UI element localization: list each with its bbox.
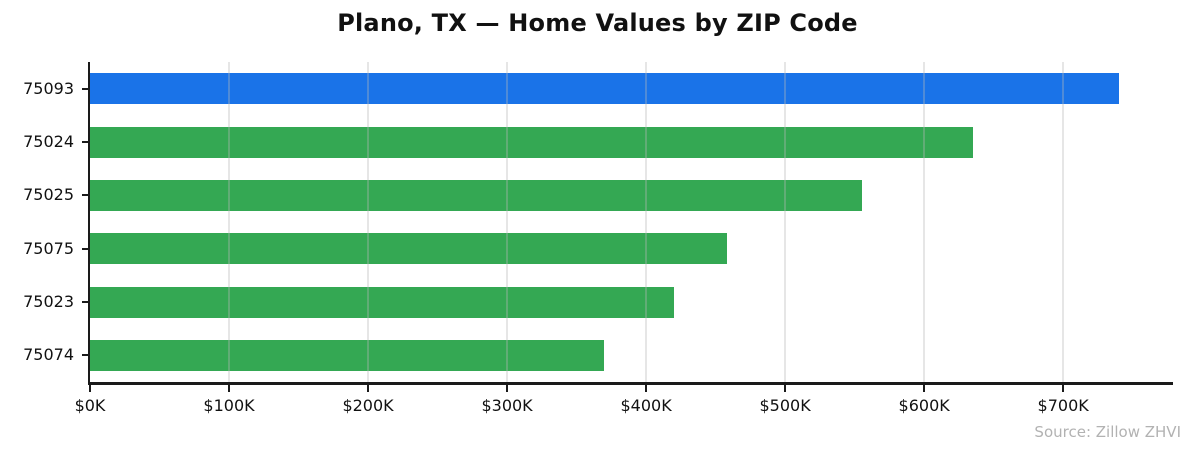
x-tick-mark bbox=[367, 385, 370, 392]
y-tick-label: 75025 bbox=[23, 185, 74, 205]
x-tick-label: $700K bbox=[1037, 396, 1089, 415]
gridline bbox=[228, 62, 231, 382]
y-tick-label: 75075 bbox=[23, 238, 74, 258]
y-tick-mark bbox=[82, 247, 88, 250]
bar-75075 bbox=[90, 233, 727, 265]
x-tick-mark bbox=[228, 385, 231, 392]
gridline bbox=[923, 62, 926, 382]
bar-75093 bbox=[90, 73, 1119, 105]
x-tick-mark bbox=[784, 385, 787, 392]
x-tick-mark bbox=[645, 385, 648, 392]
bar-75024 bbox=[90, 126, 973, 158]
y-tick-mark bbox=[82, 87, 88, 90]
gridline bbox=[645, 62, 648, 382]
y-tick-label: 75024 bbox=[23, 132, 74, 151]
gridline bbox=[1062, 62, 1065, 382]
bar-75023 bbox=[90, 286, 674, 318]
bar-75025 bbox=[90, 179, 862, 211]
y-tick-mark bbox=[82, 194, 88, 197]
x-tick-label: $0K bbox=[74, 396, 106, 415]
gridline bbox=[784, 62, 787, 382]
y-tick-label: 75074 bbox=[23, 345, 74, 365]
x-tick-label: $100K bbox=[203, 396, 255, 415]
y-tick-label: 75093 bbox=[23, 78, 74, 98]
gridline bbox=[506, 62, 509, 382]
x-tick-mark bbox=[923, 385, 926, 392]
bar-75074 bbox=[90, 339, 605, 371]
x-tick-label: $500K bbox=[759, 396, 811, 415]
y-tick-mark bbox=[82, 354, 88, 357]
x-tick-mark bbox=[1062, 385, 1065, 392]
source-caption: Source: Zillow ZHVI bbox=[1034, 423, 1181, 441]
chart-title: Plano, TX — Home Values by ZIP Code bbox=[337, 9, 858, 37]
plot-area bbox=[88, 62, 1173, 385]
y-tick-mark bbox=[82, 301, 88, 303]
x-tick-mark bbox=[506, 385, 509, 392]
x-tick-label: $400K bbox=[620, 396, 672, 415]
x-tick-label: $600K bbox=[898, 396, 950, 415]
gridline bbox=[367, 62, 370, 382]
x-tick-label: $200K bbox=[342, 396, 394, 415]
x-tick-mark bbox=[89, 385, 91, 392]
x-tick-label: $300K bbox=[481, 396, 533, 415]
y-tick-label: 75023 bbox=[23, 292, 74, 311]
y-tick-mark bbox=[82, 141, 88, 143]
